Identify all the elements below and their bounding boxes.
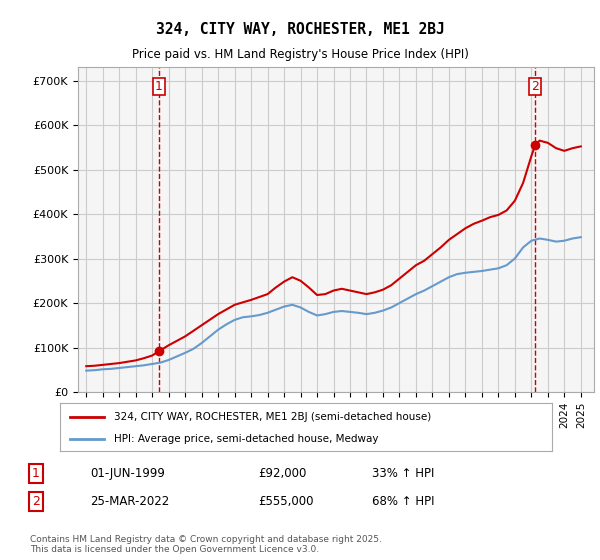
Text: 01-JUN-1999: 01-JUN-1999 bbox=[90, 466, 165, 480]
Text: 33% ↑ HPI: 33% ↑ HPI bbox=[372, 466, 434, 480]
Text: 2: 2 bbox=[531, 80, 539, 93]
Text: Price paid vs. HM Land Registry's House Price Index (HPI): Price paid vs. HM Land Registry's House … bbox=[131, 48, 469, 60]
Text: 1: 1 bbox=[155, 80, 163, 93]
Text: 324, CITY WAY, ROCHESTER, ME1 2BJ: 324, CITY WAY, ROCHESTER, ME1 2BJ bbox=[155, 22, 445, 38]
Text: 1: 1 bbox=[32, 466, 40, 480]
Text: 324, CITY WAY, ROCHESTER, ME1 2BJ (semi-detached house): 324, CITY WAY, ROCHESTER, ME1 2BJ (semi-… bbox=[114, 412, 431, 422]
Text: £92,000: £92,000 bbox=[258, 466, 307, 480]
Text: 25-MAR-2022: 25-MAR-2022 bbox=[90, 494, 169, 508]
Text: 68% ↑ HPI: 68% ↑ HPI bbox=[372, 494, 434, 508]
Text: 2: 2 bbox=[32, 494, 40, 508]
Text: £555,000: £555,000 bbox=[258, 494, 314, 508]
Text: HPI: Average price, semi-detached house, Medway: HPI: Average price, semi-detached house,… bbox=[114, 434, 379, 444]
Text: Contains HM Land Registry data © Crown copyright and database right 2025.
This d: Contains HM Land Registry data © Crown c… bbox=[30, 535, 382, 554]
